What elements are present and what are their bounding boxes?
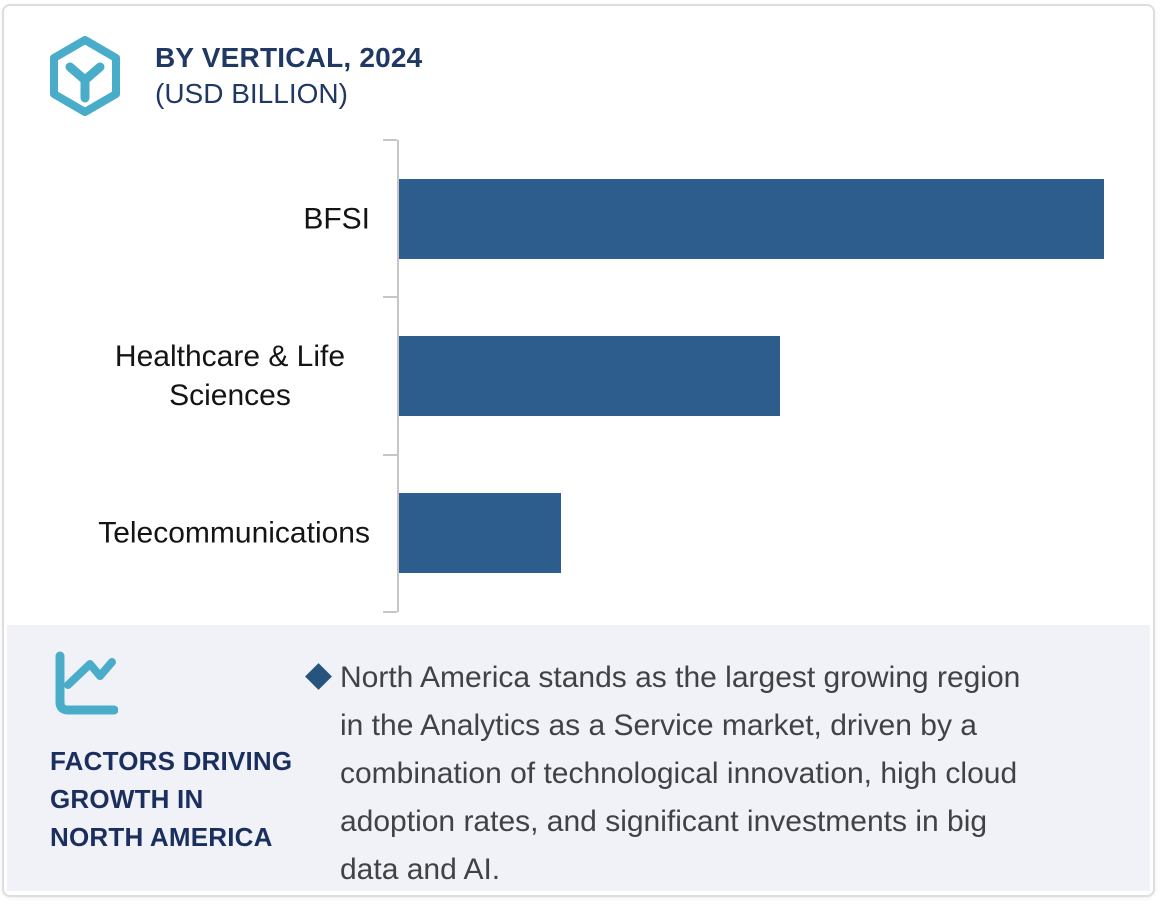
paragraph-line: North America stands as the largest grow… — [340, 661, 1021, 694]
axis-tick — [383, 139, 397, 141]
axis-tick — [383, 453, 397, 456]
trend-line-chart-icon — [55, 651, 118, 715]
paragraph-line: data and AI. — [340, 853, 501, 886]
paragraph-line: adoption rates, and significant investme… — [340, 805, 988, 838]
hexagon-cube-logo-icon — [50, 36, 120, 116]
factors-heading-line: FACTORS DRIVING — [50, 746, 293, 776]
axis-tick — [383, 611, 397, 613]
infographic-card: BY VERTICAL, 2024 (USD BILLION) BFSI Heal… — [2, 4, 1155, 897]
factors-heading-line: NORTH AMERICA — [50, 822, 273, 852]
factors-heading-line: GROWTH IN — [50, 784, 204, 814]
factors-paragraph: North America stands as the largest grow… — [340, 654, 1150, 894]
factors-panel — [7, 625, 1150, 891]
chart-title: BY VERTICAL, 2024 — [155, 42, 423, 73]
chart-subtitle: (USD BILLION) — [155, 78, 348, 109]
bar-healthcare-life-sciences — [399, 336, 780, 416]
category-label: BFSI — [303, 202, 370, 236]
paragraph-line: in the Analytics as a Service market, dr… — [340, 709, 977, 742]
paragraph-line: combination of technological innovation,… — [340, 757, 1018, 790]
bar-bfsi — [399, 178, 1104, 259]
factors-heading: FACTORS DRIVING GROWTH IN NORTH AMERICA — [50, 742, 350, 856]
bar-telecommunications — [399, 493, 562, 574]
category-label: Telecommunications — [98, 516, 370, 550]
chart-header: BY VERTICAL, 2024 (USD BILLION) — [155, 40, 422, 112]
axis-tick — [383, 296, 397, 299]
y-axis-line — [397, 140, 399, 612]
category-label: Healthcare & Life Sciences — [114, 340, 346, 412]
horizontal-bar-chart: BFSI Healthcare & Life Sciences Telecommun… — [4, 134, 1153, 618]
